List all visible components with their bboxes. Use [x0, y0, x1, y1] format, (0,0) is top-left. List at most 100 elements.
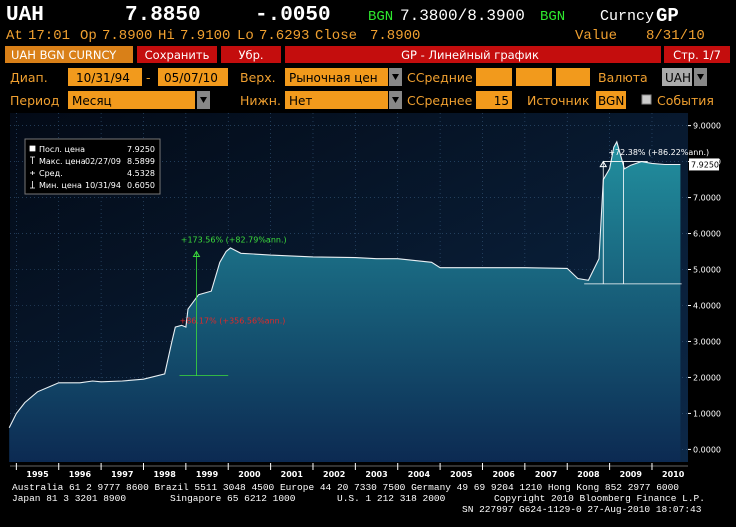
- legend-label: Макс. цена: [39, 157, 86, 166]
- x-tick-label: 2000: [238, 470, 261, 479]
- input[interactable]: [285, 68, 388, 86]
- legend-date: 10/31/94: [85, 181, 121, 190]
- security-box[interactable]: [5, 46, 133, 63]
- input[interactable]: [596, 91, 626, 109]
- legend-label: Мин. цена: [39, 181, 82, 190]
- dropdown-arrow: [392, 74, 399, 80]
- source: BGN: [368, 9, 393, 25]
- quote-line: At 17:01 Op 7.8900 Hi 7.9100 Lo 7.6293 C…: [6, 28, 705, 44]
- label: Close: [315, 28, 357, 44]
- input-text: Месяц: [72, 94, 112, 108]
- x-tick-label: 2008: [577, 470, 600, 479]
- legend-date: 02/27/09: [85, 157, 121, 166]
- remove-button[interactable]: [221, 46, 281, 63]
- field-label: Период: [10, 93, 59, 108]
- last-price-label: 7.9250: [691, 160, 719, 169]
- field-label: Нижн.: [240, 93, 281, 108]
- label: At: [6, 28, 23, 44]
- legend-value: 8.5899: [127, 157, 155, 166]
- x-tick-label: 2005: [450, 470, 473, 479]
- page-box[interactable]: [664, 46, 730, 63]
- footer-text: U.S. 1 212 318 2000: [337, 493, 446, 504]
- y-tick-label: 6.0000: [693, 230, 721, 239]
- legend-icon: [29, 145, 36, 152]
- field-label: Верх.: [240, 70, 276, 85]
- value: 7.9100: [180, 28, 230, 44]
- footer-text: Australia 61 2 9777 8600 Brazil 5511 304…: [12, 482, 679, 493]
- input-text: Рыночная цен: [289, 71, 378, 85]
- value: 8/31/10: [646, 28, 705, 44]
- input[interactable]: [476, 91, 512, 109]
- legend-icon: [30, 181, 35, 189]
- annotation: +173.56% (+82.79%ann.): [181, 236, 287, 245]
- y-tick-label: 5.0000: [693, 266, 721, 275]
- legend-box: [24, 138, 161, 195]
- x-tick-label: 2009: [620, 470, 643, 479]
- input[interactable]: [556, 68, 590, 86]
- field-label: События: [657, 93, 714, 108]
- input[interactable]: [158, 68, 228, 86]
- chart: 0.0000 1.0000 2.0000 3.0000 4.0000 5.0000 6.00…: [8, 113, 721, 479]
- x-tick-label: 2002: [323, 470, 345, 479]
- save-button[interactable]: [137, 46, 217, 63]
- y-tick-label: 9.0000: [693, 122, 721, 131]
- remove-label: Убр.: [238, 48, 263, 62]
- legend-value: 4.5328: [127, 169, 155, 178]
- footer-text: Japan 81 3 3201 8900: [12, 493, 126, 504]
- x-tick-label: 1997: [111, 470, 133, 479]
- dropdown-arrow: [200, 97, 207, 103]
- input[interactable]: [662, 68, 692, 86]
- input[interactable]: [476, 68, 512, 86]
- annotation-marker: [599, 160, 608, 168]
- footer-text: Copyright 2010 Bloomberg Finance L.P.: [494, 493, 705, 504]
- title-bar: [285, 46, 661, 63]
- label: Op: [80, 28, 97, 44]
- last-price-tag: [689, 158, 719, 171]
- value: 7.8900: [102, 28, 152, 44]
- dropdown-arrow: [392, 97, 399, 103]
- price: 7.8850: [125, 4, 201, 27]
- source: BGN: [540, 9, 565, 25]
- separator: -: [146, 70, 151, 85]
- annotation-marker: [192, 250, 201, 258]
- field-label: ССреднее: [407, 93, 473, 108]
- footer-text: SN 227997 G624-1129-0 27-Aug-2010 18:07:…: [462, 504, 702, 515]
- y-tick-label: 7.0000: [693, 194, 721, 203]
- x-tick-label: 1995: [26, 470, 49, 479]
- legend-icon: [30, 156, 35, 164]
- x-tick-label: 2001: [281, 470, 304, 479]
- legend-value: 0.6050: [127, 181, 155, 190]
- input-text: 05/07/10: [164, 71, 218, 85]
- input[interactable]: [285, 91, 388, 109]
- legend-label: Сред.: [39, 169, 63, 178]
- value: 7.6293: [259, 28, 309, 44]
- y-tick-label: 2.0000: [693, 373, 721, 382]
- x-tick-label: 1998: [154, 470, 177, 479]
- input-text: Нет: [289, 94, 312, 108]
- input-text: UAH: [665, 71, 691, 85]
- save-label: Сохранить: [145, 48, 210, 62]
- input-text: 15: [494, 94, 509, 108]
- legend-icon: [30, 171, 35, 175]
- x-tick-label: 2003: [365, 470, 387, 479]
- label: Hi: [158, 28, 175, 44]
- label: Lo: [237, 28, 254, 44]
- change: -.0050: [255, 4, 331, 27]
- field-label: Источник: [527, 93, 590, 108]
- x-tick-label: 1999: [196, 470, 219, 479]
- checkbox[interactable]: [641, 94, 652, 105]
- footer-text: Singapore 65 6212 1000: [170, 493, 296, 504]
- security-type: Curncy: [600, 8, 654, 25]
- legend-value: 7.9250: [127, 145, 155, 154]
- y-tick-label: 1.0000: [693, 409, 721, 418]
- security-label: UAH BGN CURNCY: [11, 48, 117, 62]
- input[interactable]: [68, 68, 142, 86]
- value: 7.8900: [370, 28, 420, 44]
- field-label: ССредние: [407, 70, 473, 85]
- bid-ask: 7.3800/8.3900: [400, 7, 525, 25]
- input[interactable]: [516, 68, 552, 86]
- y-tick-label: 0.0000: [693, 445, 721, 454]
- function-code: GP: [656, 5, 679, 27]
- y-tick-label: 3.0000: [693, 337, 721, 346]
- input[interactable]: [68, 91, 195, 109]
